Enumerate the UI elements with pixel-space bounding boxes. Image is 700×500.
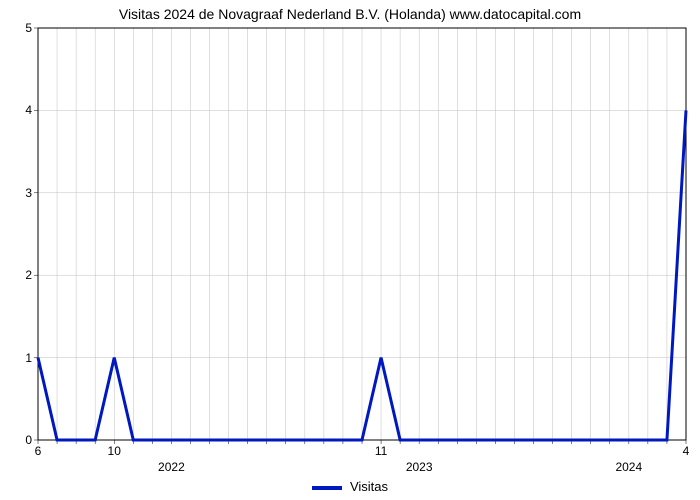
legend-label: Visitas [350, 479, 388, 494]
x-year-label: 2023 [406, 460, 433, 474]
y-tick-label: 5 [25, 21, 32, 35]
y-tick-label: 4 [25, 103, 32, 117]
x-tick-label: 4 [683, 444, 690, 458]
y-tick-label: 2 [25, 268, 32, 282]
chart-plot-area: 012345610114202220232024 [38, 28, 686, 440]
chart-title: Visitas 2024 de Novagraaf Nederland B.V.… [0, 6, 700, 22]
x-year-label: 2022 [158, 460, 185, 474]
y-tick-label: 3 [25, 186, 32, 200]
x-tick-label: 10 [108, 444, 121, 458]
x-tick-label: 6 [35, 444, 42, 458]
chart-legend: Visitas [0, 479, 700, 494]
x-year-label: 2024 [615, 460, 642, 474]
visits-line-chart: Visitas 2024 de Novagraaf Nederland B.V.… [0, 0, 700, 500]
y-tick-label: 1 [25, 351, 32, 365]
x-tick-label: 11 [375, 444, 387, 458]
y-tick-label: 0 [25, 433, 32, 447]
legend-swatch [312, 486, 342, 490]
